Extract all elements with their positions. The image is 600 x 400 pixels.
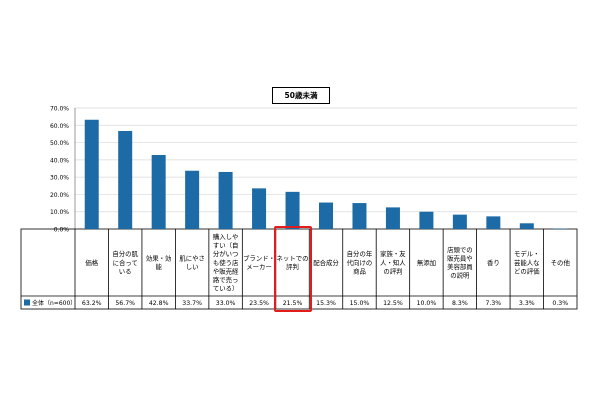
highlight-box xyxy=(274,226,312,312)
bar xyxy=(519,223,534,229)
data-label: 3.3% xyxy=(519,300,535,307)
bar xyxy=(285,191,300,229)
bar xyxy=(419,211,434,229)
category-label: 購入しや xyxy=(213,232,239,241)
y-tick-label: 60.0% xyxy=(50,123,69,130)
bar xyxy=(151,155,166,229)
category-label: 効果・効 xyxy=(146,254,172,263)
category-label: 人・知人 xyxy=(380,258,406,267)
data-label: 15.3% xyxy=(316,300,336,307)
bar xyxy=(185,170,200,229)
data-label: 63.2% xyxy=(82,300,102,307)
category-label: 香り xyxy=(487,258,500,267)
category-label: の評判 xyxy=(383,266,402,275)
y-tick-label: 30.0% xyxy=(50,175,69,182)
bar xyxy=(319,202,333,229)
data-label: 42.8% xyxy=(149,300,169,307)
category-label: 配合成分 xyxy=(313,258,339,267)
data-label: 8.3% xyxy=(452,300,468,307)
category-label: ブランド・ xyxy=(243,254,275,263)
bar xyxy=(385,207,400,229)
category-label: モデル・ xyxy=(514,249,540,258)
bar xyxy=(553,228,568,230)
category-label: や販売経 xyxy=(213,266,239,275)
category-label: ネットでの xyxy=(277,255,309,263)
category-label: 家族・友 xyxy=(380,249,406,258)
legend-swatch xyxy=(24,299,30,306)
category-label: 代向けの xyxy=(347,258,373,267)
y-tick-label: 20.0% xyxy=(50,192,69,199)
data-label: 12.5% xyxy=(383,300,403,307)
category-label: も使う店 xyxy=(213,258,239,267)
category-label: 分がいつ xyxy=(213,249,239,258)
category-label: いる xyxy=(119,267,132,275)
bar xyxy=(84,119,99,229)
bar xyxy=(486,216,501,229)
legend-label: 全体（n=600） xyxy=(32,299,76,307)
category-label: 商品 xyxy=(353,266,366,275)
category-label: その他 xyxy=(551,258,571,267)
category-label: メーカー xyxy=(246,263,272,271)
y-tick-label: 40.0% xyxy=(50,157,69,164)
data-label: 21.5% xyxy=(283,300,303,307)
category-label: ている） xyxy=(213,285,239,293)
bar xyxy=(452,214,467,229)
chart-title: 50歳未満 xyxy=(272,87,330,104)
category-label: 無添加 xyxy=(417,258,436,267)
category-label: 肌にやさ xyxy=(179,255,205,263)
data-label: 33.7% xyxy=(182,300,202,307)
data-label: 33.0% xyxy=(216,300,236,307)
category-label: 芸能人な xyxy=(514,258,540,267)
category-label: 店頭での xyxy=(447,245,473,254)
category-label: しい xyxy=(186,263,199,271)
data-label: 0.3% xyxy=(552,300,568,307)
data-label: 15.0% xyxy=(350,300,370,307)
category-label: どの評価 xyxy=(514,266,540,275)
category-label: 路で売っ xyxy=(213,275,239,284)
y-tick-label: 70.0% xyxy=(50,106,69,113)
bar xyxy=(352,203,367,229)
data-label: 7.3% xyxy=(485,300,501,307)
category-label: 能 xyxy=(155,262,162,271)
y-tick-label: 10.0% xyxy=(50,209,69,216)
bar xyxy=(118,130,133,229)
y-tick-label: 50.0% xyxy=(50,140,69,147)
data-label: 10.0% xyxy=(417,300,437,307)
category-label: に合って xyxy=(113,258,138,267)
bar xyxy=(218,171,233,229)
category-label: の説明 xyxy=(450,271,469,280)
category-label: 美容部員 xyxy=(447,262,473,271)
data-label: 56.7% xyxy=(115,300,135,307)
data-label: 23.5% xyxy=(249,300,269,307)
category-label: すい（自 xyxy=(213,241,239,250)
category-label: 自分の肌 xyxy=(112,249,138,258)
category-label: 価格 xyxy=(85,258,98,267)
category-label: 評判 xyxy=(286,262,299,271)
y-tick-label: 0.0% xyxy=(54,227,70,234)
bar xyxy=(252,188,267,229)
category-label: 自分の年 xyxy=(347,249,373,258)
category-label: 販売員や xyxy=(447,254,473,263)
